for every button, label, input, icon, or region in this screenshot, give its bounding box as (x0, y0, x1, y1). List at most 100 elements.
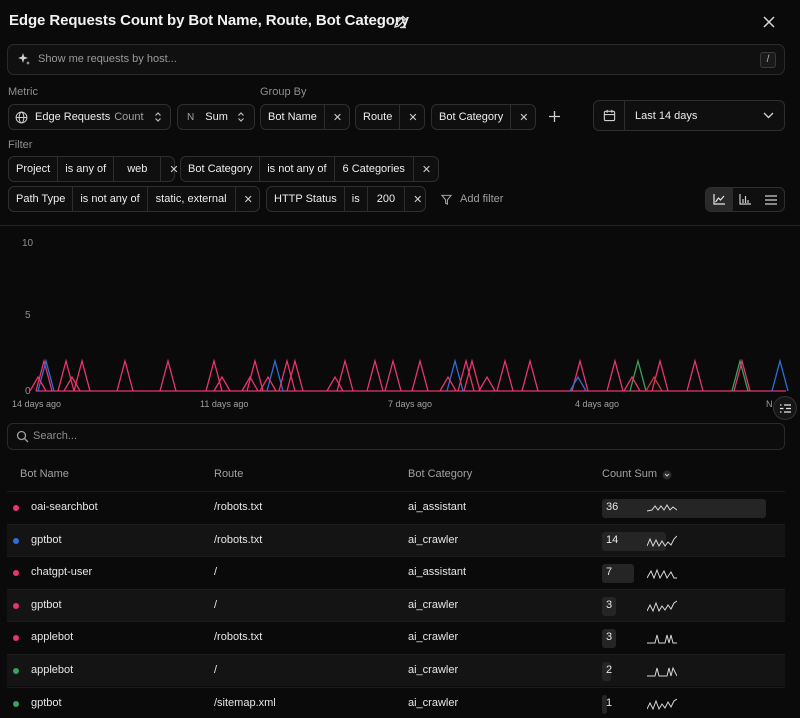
table-row[interactable]: chatgpt-user / ai_assistant 7 (7, 556, 785, 588)
sparkline (647, 568, 677, 580)
column-header[interactable]: Count Sum (602, 468, 658, 480)
sparkline (647, 666, 677, 677)
cell-route: /sitemap.xml (214, 696, 276, 709)
series-color-dot (13, 635, 19, 642)
chevron-updown-icon (237, 112, 244, 122)
chart-spike (439, 375, 457, 392)
column-header[interactable]: Bot Category (408, 468, 473, 480)
metric-unit: Count (114, 111, 144, 123)
table-row[interactable]: applebot / ai_crawler 2 (7, 654, 785, 686)
x-tick-label: 11 days ago (200, 399, 248, 409)
chart-type-toggle[interactable] (705, 187, 785, 212)
chart-spike (623, 375, 641, 392)
filter-chip-http-status[interactable]: HTTP Status is 200 ✕ (266, 186, 426, 212)
cell-bot-category: ai_crawler (408, 696, 459, 709)
chart-options-button[interactable] (773, 396, 797, 420)
group-by-chip-label: Bot Category (432, 105, 512, 129)
metric-select[interactable]: Edge Requests Count (8, 104, 171, 130)
chart-spike (116, 358, 134, 392)
filter-chip-bot-category[interactable]: Bot Category is not any of 6 Categories … (180, 156, 439, 182)
chart-spike (336, 358, 354, 392)
chart-spike (63, 375, 81, 392)
remove-group-icon[interactable]: ✕ (408, 111, 418, 124)
chart-spike (278, 358, 296, 392)
count-bar (602, 629, 616, 649)
x-tick-label: 14 days ago (12, 399, 61, 409)
cell-count: 1 (606, 696, 613, 709)
table-row[interactable]: oai-searchbot/robots.txt ai_assistant 36 (7, 491, 785, 523)
group-by-chip-label: Route (356, 105, 401, 129)
filter-operator[interactable]: is not any of (73, 187, 148, 211)
cell-bot-name: oai-searchbot (31, 501, 98, 513)
cell-count: 3 (606, 631, 613, 644)
filter-operator[interactable]: is any of (58, 157, 115, 181)
bar-chart-icon[interactable] (733, 188, 759, 211)
series-color-dot (13, 570, 19, 577)
remove-filter-icon[interactable]: ✕ (421, 163, 432, 176)
remove-filter-icon[interactable]: ✕ (243, 193, 253, 206)
chart-spike (159, 358, 177, 392)
date-range-select[interactable]: Last 14 days (593, 100, 785, 131)
filter-value[interactable]: static, external (148, 187, 236, 211)
series-color-dot (13, 668, 19, 674)
filter-chip-project[interactable]: Project is any of web ✕ (8, 156, 179, 182)
remove-filter-icon[interactable]: ✕ (413, 193, 423, 206)
remove-group-icon[interactable]: ✕ (332, 111, 343, 124)
table-header: Bot Name Route Bot Category Count Sum (0, 462, 800, 488)
add-group-icon[interactable] (548, 110, 561, 123)
table-row[interactable]: gptbot/sitemap.xml ai_crawler 1 (7, 686, 785, 718)
cell-route: / (214, 598, 218, 611)
query-placeholder: Show me requests by host... (38, 53, 177, 65)
search-icon (16, 430, 29, 443)
chart-spike (241, 375, 259, 392)
cell-count: 7 (606, 566, 613, 579)
count-bar (602, 596, 616, 616)
chart-spike (629, 358, 647, 392)
close-icon[interactable] (762, 15, 776, 29)
chevron-down-icon (763, 112, 774, 119)
aggregation-select[interactable]: N Sum (177, 104, 255, 130)
column-header[interactable]: Route (214, 468, 244, 480)
cell-route: / (214, 664, 218, 676)
group-by-chip-route[interactable]: Route ✕ (355, 104, 425, 130)
sort-desc-icon[interactable] (662, 470, 672, 480)
filter-value[interactable]: 200 (368, 187, 406, 211)
sliders-icon (780, 404, 791, 413)
x-tick-label: N (766, 399, 773, 409)
chart-spike (686, 358, 704, 392)
aggregation-value: Sum (205, 111, 228, 123)
remove-group-icon[interactable]: ✕ (519, 111, 529, 124)
table-row[interactable]: applebot/robots.txt ai_crawler 3 (7, 621, 785, 653)
sparkle-icon (18, 53, 30, 65)
chart-spike (411, 358, 429, 392)
chart-spike (205, 358, 223, 392)
line-chart-icon[interactable] (706, 188, 733, 211)
filter-operator[interactable]: is not any of (260, 157, 335, 181)
chart-spike (29, 375, 47, 392)
remove-filter-icon[interactable]: ✕ (169, 163, 179, 176)
sparkline (647, 504, 677, 512)
chart-spike (35, 358, 53, 392)
line-chart[interactable]: 10 5 0 14 days ago 11 days ago 7 days ag… (0, 228, 800, 413)
filter-operator[interactable]: is (345, 187, 368, 211)
calendar-icon (603, 109, 615, 122)
count-bar (602, 564, 634, 584)
metric-label: Metric (8, 86, 38, 98)
group-by-chip-bot-category[interactable]: Bot Category ✕ (431, 104, 536, 130)
sparkline (647, 698, 677, 710)
cell-bot-name: gptbot (31, 696, 62, 709)
filter-value[interactable]: web (114, 157, 162, 181)
edit-pencil-icon[interactable] (392, 14, 408, 30)
table-row[interactable]: gptbot / ai_crawler 3 (7, 588, 785, 621)
ai-query-input[interactable]: Show me requests by host... / (7, 44, 785, 75)
table-view-icon[interactable] (758, 188, 784, 211)
page-title: Edge Requests Count by Bot Name, Route, … (9, 12, 409, 29)
add-filter-button[interactable]: Add filter (441, 193, 503, 205)
filter-value[interactable]: 6 Categories (335, 157, 414, 181)
table-search-input[interactable]: Search... (7, 423, 785, 450)
cell-count: 36 (606, 501, 619, 513)
filter-chip-path-type[interactable]: Path Type is not any of static, external… (8, 186, 260, 212)
table-row[interactable]: gptbot/robots.txt ai_crawler 14 (7, 523, 785, 556)
group-by-chip-bot-name[interactable]: Bot Name ✕ (260, 104, 350, 130)
column-header[interactable]: Bot Name (20, 468, 69, 480)
